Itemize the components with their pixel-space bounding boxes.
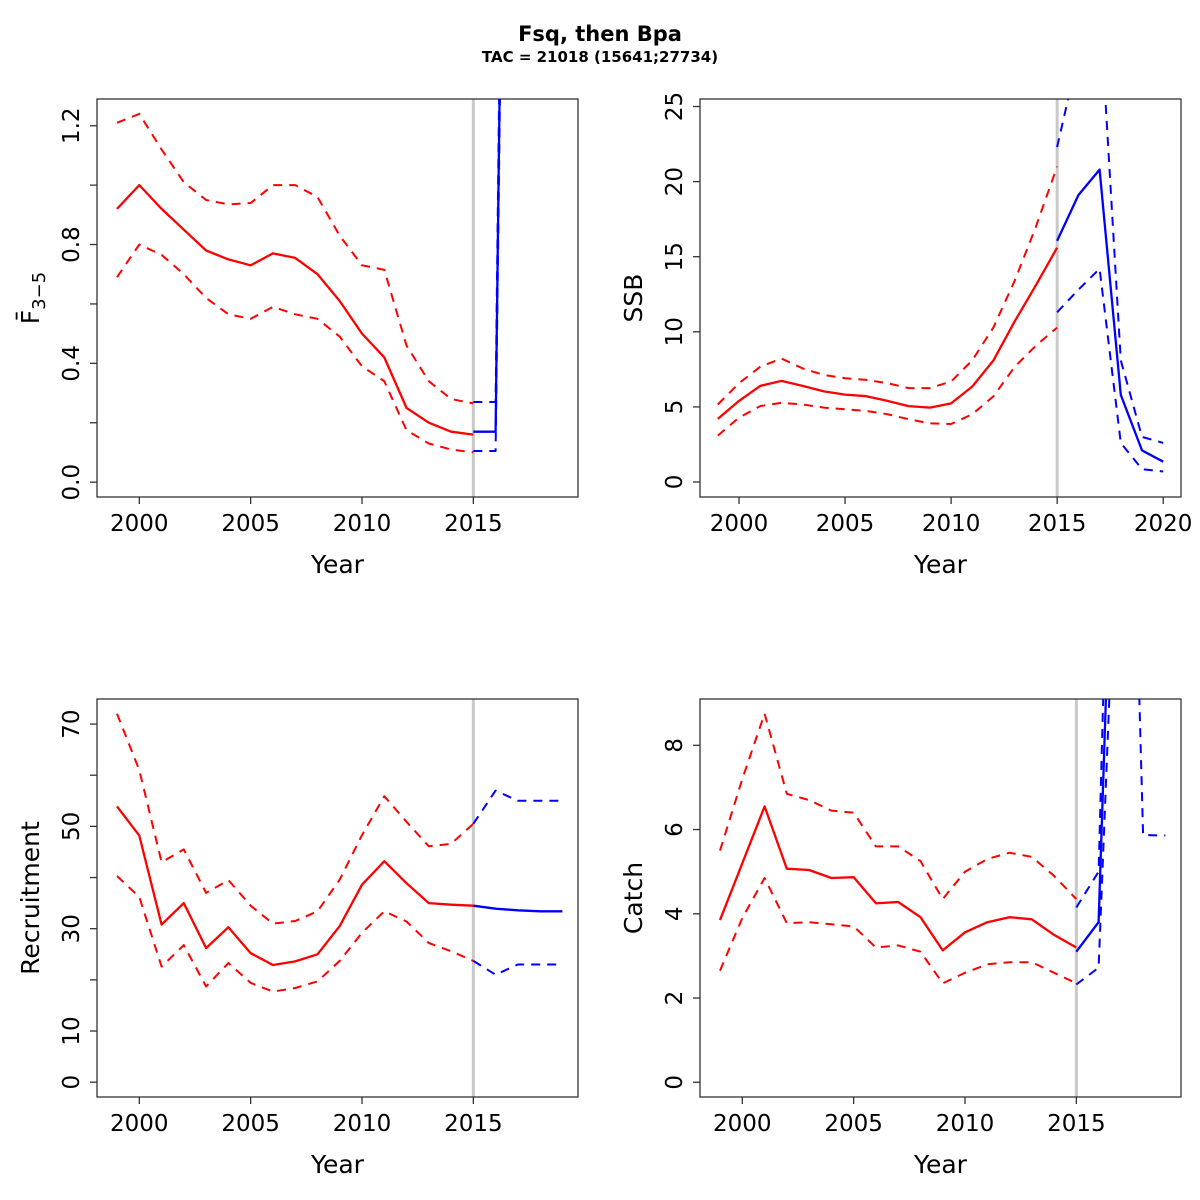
fbar-x-axis-title: Year (310, 550, 365, 579)
ssb-forecast-lower-line (1056, 267, 1164, 473)
panel-recruitment: 2000 2005 2010 2015 0 10 30 50 70 Year Recruitment (16, 698, 579, 1179)
catch-y-axis-title: Catch (619, 862, 648, 934)
fbar-x-tick-label: 2005 (221, 511, 280, 537)
ssb-x-tick-label: 2015 (1028, 511, 1087, 537)
catch-forecast-upper-line (1075, 699, 1166, 909)
catch-y-tick-label: 8 (662, 738, 688, 753)
fbar-historical-median-line (116, 183, 474, 436)
recruitment-historical-lower-line (116, 875, 474, 993)
catch-y-tick-label: 4 (662, 906, 688, 921)
recruitment-forecast-upper-line (472, 789, 563, 825)
catch-series-group (718, 699, 1166, 986)
catch-x-tick-label: 2010 (936, 1111, 995, 1137)
fbar-y-tick-label: 0.4 (59, 345, 85, 382)
ssb-x-tick-label: 2020 (1134, 511, 1193, 537)
recruitment-forecast-lower-line (472, 960, 563, 976)
recruitment-y-tick-label: 0 (59, 1075, 85, 1090)
catch-x-tick-label: 2015 (1047, 1111, 1106, 1137)
ssb-x-tick-label: 2005 (816, 511, 875, 537)
catch-x-tick-label: 2000 (713, 1111, 772, 1137)
recruitment-y-tick-label: 50 (59, 812, 85, 841)
fbar-x-tick-label: 2015 (444, 511, 503, 537)
ssb-y-tick-label: 5 (662, 400, 688, 415)
catch-x-tick-label: 2005 (824, 1111, 883, 1137)
panel-catch: 2000 2005 2010 2015 0 2 4 6 8 Year Catch (619, 698, 1182, 1179)
fbar-x-tick-label: 2000 (110, 511, 169, 537)
ssb-x-tick-label: 2000 (710, 511, 769, 537)
panel-fbar: 2000 2005 2010 2015 0.0 0.4 0.8 1.2 Year F̄3−5 (15, 98, 579, 579)
recruitment-y-tick-label: 70 (59, 709, 85, 738)
fbar-historical-lower-line (116, 243, 474, 454)
recruitment-historical-upper-line (116, 713, 474, 925)
ssb-forecast-upper-line (1056, 99, 1164, 444)
figure-subtitle: TAC = 21018 (15641;27734) (481, 48, 719, 66)
catch-historical-median-line (718, 805, 1077, 952)
ssb-y-axis-title: SSB (619, 274, 648, 323)
catch-historical-upper-line (719, 712, 1078, 901)
ssb-historical-median-line (717, 247, 1059, 420)
recruitment-x-axis-title: Year (310, 1150, 365, 1179)
recruitment-plot-box (96, 698, 579, 1098)
catch-x-axis-title: Year (913, 1150, 968, 1179)
fbar-y-axis-title: F̄3−5 (15, 272, 50, 324)
recruitment-y-tick-label: 30 (59, 914, 85, 943)
fbar-forecast-lower-line (473, 99, 501, 452)
ssb-y-tick-label: 10 (662, 317, 688, 346)
fbar-y-tick-label: 0.0 (59, 464, 85, 501)
fbar-y-tick-label: 0.8 (59, 226, 85, 263)
ssb-y-tick-label: 20 (662, 167, 688, 196)
ssb-plot-box (699, 98, 1182, 498)
recruitment-x-tick-label: 2000 (110, 1111, 169, 1137)
fbar-plot-box (96, 98, 579, 498)
catch-y-tick-label: 2 (662, 991, 688, 1006)
figure-title: Fsq, then Bpa (518, 22, 682, 46)
recruitment-x-tick-label: 2015 (444, 1111, 503, 1137)
fbar-y-tick-label: 1.2 (59, 107, 85, 144)
panel-ssb: 2000 2005 2010 2015 2020 0 5 10 15 20 25 Year SSB (619, 92, 1193, 579)
ssb-y-tick-label: 15 (662, 242, 688, 271)
ssb-historical-lower-line (717, 326, 1058, 437)
recruitment-x-tick-label: 2005 (221, 1111, 280, 1137)
catch-forecast-median-line (1075, 699, 1108, 953)
ssb-y-tick-label: 25 (662, 92, 688, 121)
fbar-series-group (116, 99, 501, 454)
catch-plot-box (699, 698, 1182, 1098)
ssb-x-axis-title: Year (913, 550, 968, 579)
ssb-series-group (717, 99, 1164, 473)
catch-historical-lower-line (719, 877, 1077, 985)
fbar-x-tick-label: 2010 (333, 511, 392, 537)
fbar-forecast-median-line (473, 99, 501, 433)
recruitment-x-tick-label: 2010 (333, 1111, 392, 1137)
recruitment-y-tick-label: 10 (59, 1016, 85, 1045)
ssb-historical-upper-line (717, 166, 1059, 406)
recruitment-series-group (116, 713, 563, 993)
ssb-y-tick-label: 0 (662, 475, 688, 490)
catch-y-tick-label: 0 (662, 1075, 688, 1090)
recruitment-historical-median-line (116, 805, 474, 967)
recruitment-y-axis-title: Recruitment (16, 821, 45, 975)
ssb-forecast-median-line (1056, 168, 1164, 463)
ssb-x-tick-label: 2010 (922, 511, 981, 537)
fbar-historical-upper-line (116, 112, 474, 405)
catch-y-tick-label: 6 (662, 822, 688, 837)
recruitment-forecast-median-line (473, 904, 563, 913)
